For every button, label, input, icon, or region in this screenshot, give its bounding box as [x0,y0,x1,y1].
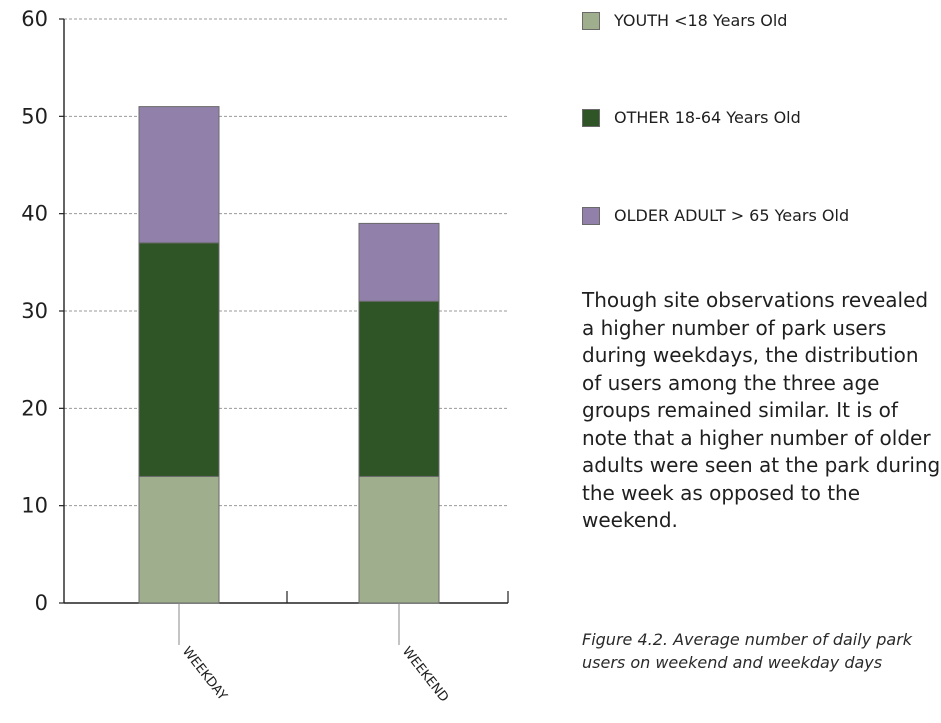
y-tick-label-0: 0 [35,591,48,615]
grid-lines [64,18,508,507]
legend-swatch-older-adult [582,206,600,225]
bars [138,106,440,604]
bar-weekday-series-2 [138,106,220,244]
y-tick-label-20: 20 [21,396,48,420]
legend-item-older-adult: OLDER ADULT > 65 Years Old [582,206,849,225]
stacked-bar-chart: 0 10 20 30 40 50 60 WEEKDAY WEEKEND [21,7,509,705]
legend-swatch-youth [582,11,600,30]
y-tick-label-60: 60 [21,7,48,31]
legend: YOUTH <18 Years Old OTHER 18-64 Years Ol… [582,0,941,240]
y-tick-labels: 0 10 20 30 40 50 60 [21,7,48,615]
legend-label-youth: YOUTH <18 Years Old [614,11,788,30]
x-tick-label-weekday: WEEKDAY [179,644,230,703]
x-tick-label-weekend: WEEKEND [399,644,451,705]
bar-weekend-series-2 [358,222,440,302]
bar-weekend-series-0 [358,475,440,604]
figure-caption: Figure 4.2. Average number of daily park… [582,630,913,672]
legend-swatch-other [582,108,600,127]
bar-weekend-series-1 [358,300,440,477]
y-tick-label-30: 30 [21,299,48,323]
legend-label-older-adult: OLDER ADULT > 65 Years Old [614,206,850,225]
y-tick-label-10: 10 [21,494,48,518]
legend-item-youth: YOUTH <18 Years Old [582,11,787,30]
description-text: Though site observations revealed a high… [582,288,941,532]
legend-item-other: OTHER 18-64 Years Old [582,108,801,127]
legend-label-other: OTHER 18-64 Years Old [614,108,801,127]
bar-weekday-series-1 [138,242,220,477]
x-tick-labels: WEEKDAY WEEKEND [178,603,451,705]
y-tick-label-40: 40 [21,202,48,226]
bar-weekday-series-0 [138,475,220,604]
y-tick-label-50: 50 [21,104,48,128]
